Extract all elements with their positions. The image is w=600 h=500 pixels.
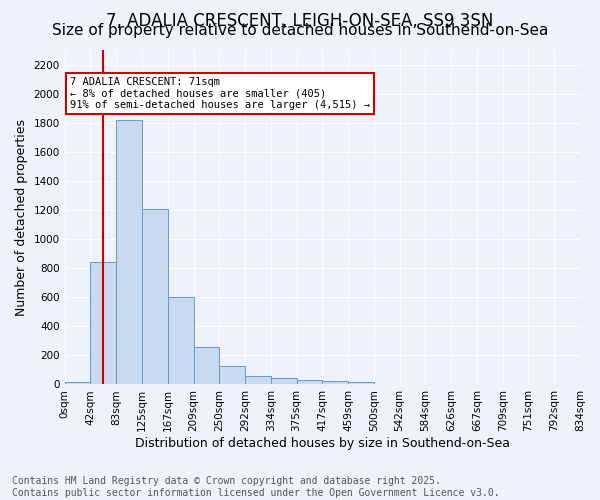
Text: 7, ADALIA CRESCENT, LEIGH-ON-SEA, SS9 3SN: 7, ADALIA CRESCENT, LEIGH-ON-SEA, SS9 3S… [106,12,494,30]
Bar [271,378,296,384]
Bar [296,380,322,384]
Text: Size of property relative to detached houses in Southend-on-Sea: Size of property relative to detached ho… [52,22,548,38]
Bar [193,346,219,385]
Text: Contains HM Land Registry data © Crown copyright and database right 2025.
Contai: Contains HM Land Registry data © Crown c… [12,476,500,498]
Y-axis label: Number of detached properties: Number of detached properties [15,118,28,316]
Bar [219,366,245,384]
Bar [348,382,374,384]
Bar [168,297,193,384]
X-axis label: Distribution of detached houses by size in Southend-on-Sea: Distribution of detached houses by size … [135,437,510,450]
Text: 7 ADALIA CRESCENT: 71sqm
← 8% of detached houses are smaller (405)
91% of semi-d: 7 ADALIA CRESCENT: 71sqm ← 8% of detache… [70,77,370,110]
Bar [91,262,116,384]
Bar [245,376,271,384]
Bar [142,208,168,384]
Bar [322,381,348,384]
Bar [116,120,142,384]
Bar [65,382,91,384]
